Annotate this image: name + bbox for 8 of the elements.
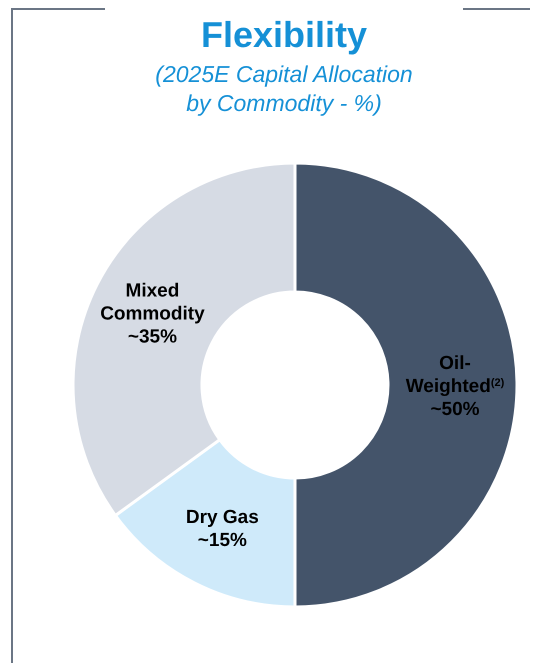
chart-subtitle: (2025E Capital Allocation by Commodity - %) <box>154 60 414 118</box>
chart-title: Flexibility <box>200 14 368 56</box>
slice-label: Oil-Weighted$^{(2)}$ <box>406 353 505 397</box>
data-label: ~50% <box>430 399 480 420</box>
data-label: ~15% <box>198 530 248 552</box>
slice-label: Dry Gas <box>186 507 259 528</box>
data-label: ~35% <box>128 326 178 348</box>
slice-label: Mixed Commodity <box>100 280 206 324</box>
